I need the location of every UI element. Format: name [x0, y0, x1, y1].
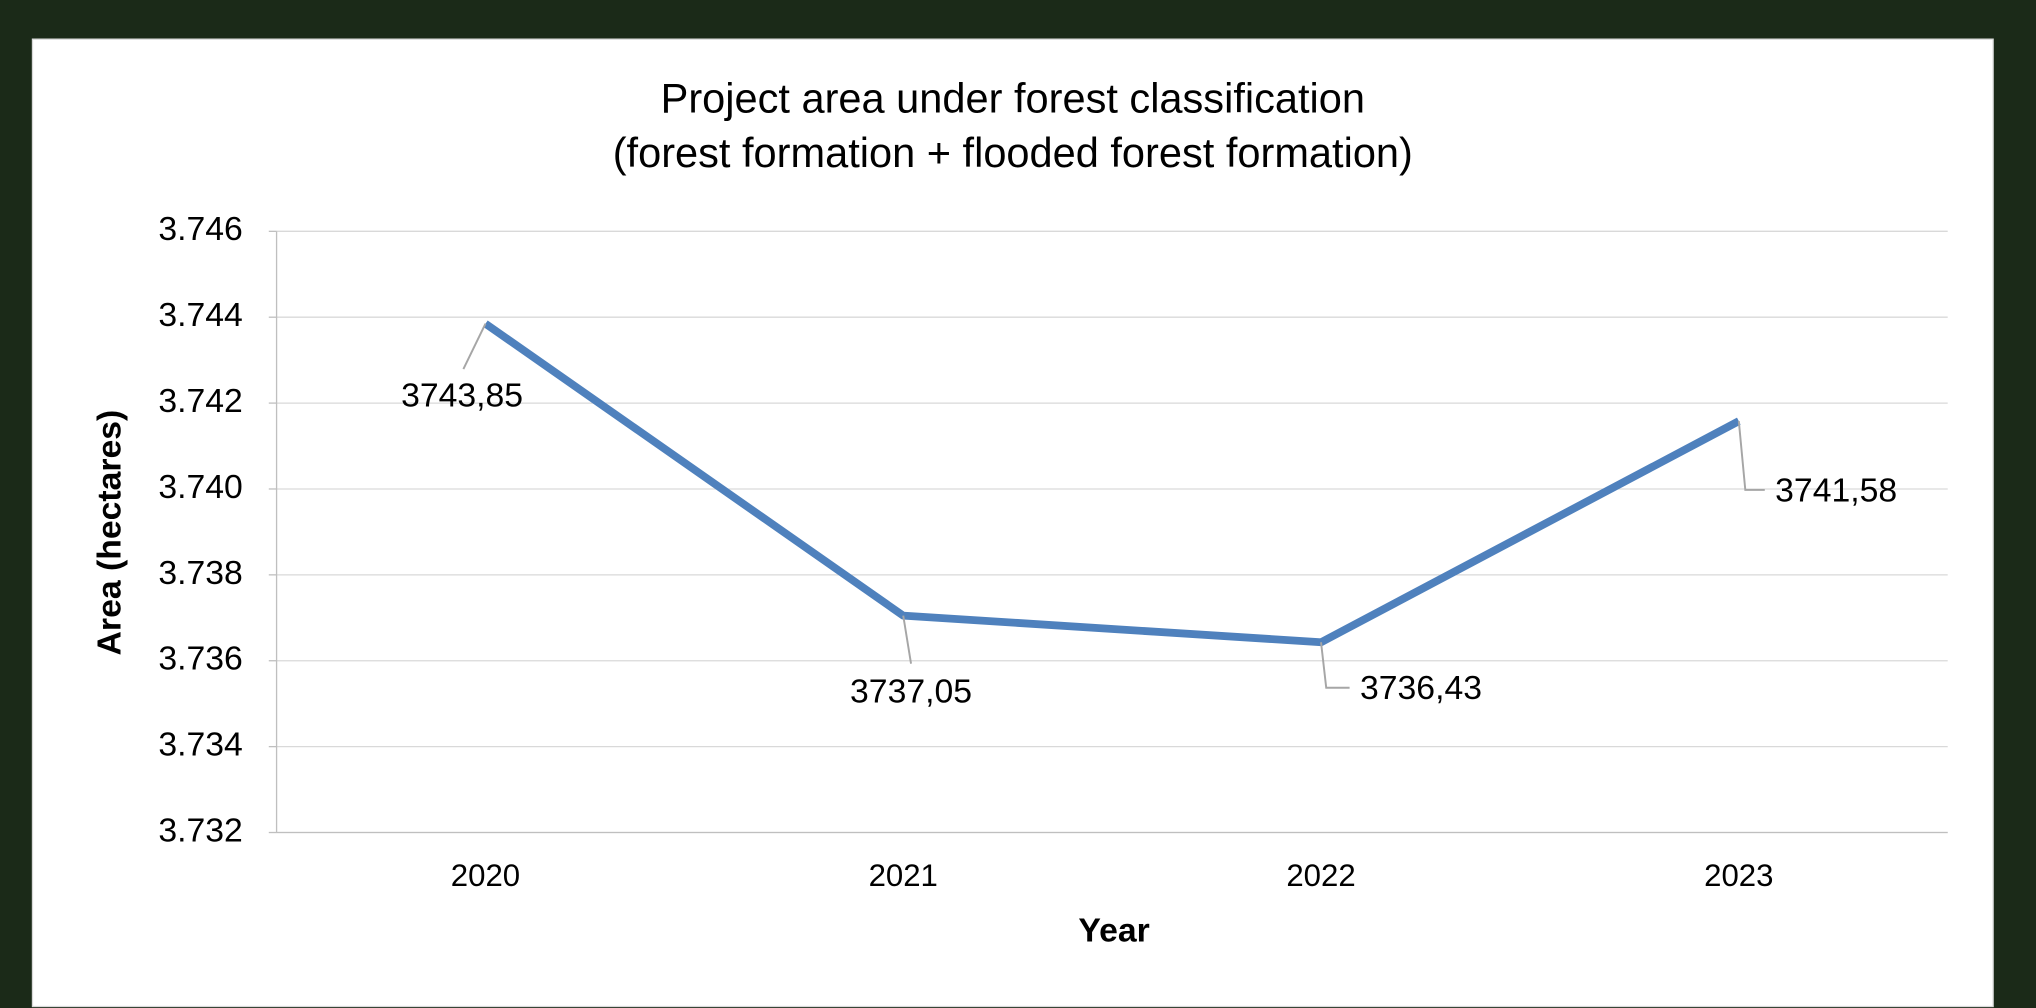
chart-panel: [31, 38, 1994, 1008]
y-tick-label: 3.740: [158, 468, 242, 506]
x-tick-label: 2022: [1286, 858, 1355, 893]
y-tick-label: 3.746: [158, 210, 242, 248]
data-line: [483, 320, 1741, 647]
x-tick-label: 2020: [451, 858, 520, 893]
chart-title: Project area under forest classification: [661, 74, 1365, 121]
x-axis-label: Year: [1078, 911, 1149, 949]
data-label: 3741,58: [1775, 471, 1897, 509]
y-axis-label: Area (hectares): [91, 410, 129, 656]
y-tick-label: 3.744: [158, 296, 242, 334]
leader-line: [1320, 642, 1350, 689]
data-label: 3736,43: [1360, 669, 1482, 707]
y-tick-label: 3.738: [158, 554, 242, 592]
leader-line: [1737, 421, 1765, 491]
y-tick-label: 3.734: [158, 726, 242, 764]
chart-subtitle: (forest formation + flooded forest forma…: [613, 129, 1413, 176]
data-label: 3737,05: [850, 672, 972, 710]
y-tick-label: 3.736: [158, 640, 242, 678]
y-tick-label: 3.742: [158, 382, 242, 420]
leader-line: [462, 323, 487, 370]
x-tick-label: 2023: [1704, 858, 1773, 893]
y-tick-label: 3.732: [158, 811, 242, 849]
data-label: 3743,85: [401, 377, 523, 415]
leader-line: [902, 615, 912, 664]
x-tick-label: 2021: [869, 858, 938, 893]
